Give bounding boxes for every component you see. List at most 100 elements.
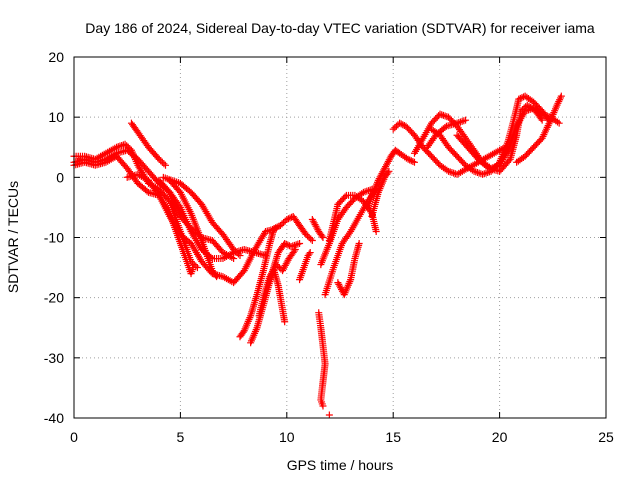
data-point	[460, 117, 468, 125]
data-point	[404, 155, 412, 163]
data-point	[458, 117, 466, 125]
y-tick-label: -40	[44, 410, 64, 426]
data-point	[124, 143, 132, 151]
data-point	[164, 187, 172, 195]
data-point	[392, 122, 400, 130]
points-layer	[70, 92, 565, 419]
y-tick-label: 0	[56, 169, 64, 185]
data-point	[365, 187, 373, 195]
series-s15	[308, 215, 327, 241]
data-point	[190, 261, 198, 269]
data-point	[307, 235, 315, 243]
data-point	[555, 119, 563, 127]
data-point	[446, 168, 454, 176]
data-point	[462, 116, 470, 124]
data-point	[158, 158, 166, 166]
series-s27	[453, 101, 546, 175]
y-axis-label: SDTVAR / TECUs	[5, 181, 21, 293]
data-point	[473, 169, 481, 177]
data-point	[345, 229, 353, 237]
data-point	[448, 169, 456, 177]
data-point	[162, 161, 170, 169]
data-point	[213, 273, 221, 281]
data-point	[406, 156, 414, 164]
data-point	[470, 167, 478, 175]
data-point	[407, 157, 415, 165]
data-point	[305, 250, 313, 258]
series-s14	[315, 309, 329, 410]
data-point	[230, 255, 238, 263]
y-tick-label: -30	[44, 350, 64, 366]
series-s11	[255, 246, 299, 320]
y-tick-label: -20	[44, 290, 64, 306]
data-point	[287, 243, 295, 251]
y-tick-label: 20	[48, 49, 64, 65]
data-point	[361, 188, 369, 196]
data-point	[372, 227, 380, 235]
data-point	[304, 232, 312, 240]
data-point	[233, 249, 241, 257]
data-point	[399, 121, 407, 129]
data-point	[119, 141, 127, 149]
series-s26	[428, 92, 553, 178]
series-s7	[159, 173, 244, 260]
series-s19	[334, 240, 363, 299]
data-point	[482, 169, 490, 177]
data-point	[480, 170, 488, 178]
data-point	[281, 318, 289, 326]
data-point	[308, 237, 316, 245]
data-point	[290, 247, 298, 255]
series-s8	[166, 176, 221, 281]
data-point	[359, 188, 367, 196]
data-point	[515, 95, 523, 103]
series-s22	[368, 167, 393, 220]
series-s6	[155, 176, 238, 263]
data-point	[538, 116, 546, 124]
data-point	[516, 94, 524, 102]
x-tick-label: 15	[385, 429, 401, 445]
data-point	[479, 170, 487, 178]
data-point	[113, 143, 121, 151]
data-point	[278, 220, 286, 228]
data-point	[302, 230, 310, 238]
data-point	[116, 142, 124, 150]
data-point	[391, 124, 399, 132]
data-point	[234, 250, 242, 258]
data-point	[189, 264, 197, 272]
data-point	[123, 142, 131, 150]
data-point	[453, 119, 461, 127]
series-s21	[364, 146, 418, 211]
data-point	[272, 224, 280, 232]
data-point	[270, 224, 278, 232]
data-point	[318, 232, 326, 240]
data-point	[121, 140, 129, 148]
data-point	[384, 169, 392, 177]
data-point	[537, 115, 545, 123]
series-s4	[127, 119, 170, 169]
x-axis-label: GPS time / hours	[287, 457, 394, 473]
data-point	[155, 155, 163, 163]
series-s28	[513, 92, 565, 166]
chart-title: Day 186 of 2024, Sidereal Day-to-day VTE…	[85, 20, 595, 36]
data-point	[282, 240, 290, 248]
data-point	[305, 234, 313, 241]
data-point	[475, 169, 483, 177]
data-point	[389, 125, 397, 133]
series-s5	[123, 170, 280, 287]
data-point	[154, 190, 162, 198]
data-point	[439, 111, 447, 119]
data-point	[397, 120, 405, 128]
data-point	[396, 119, 404, 127]
data-point	[355, 240, 363, 248]
data-point	[455, 119, 463, 127]
data-point	[273, 223, 281, 231]
data-point	[274, 262, 282, 270]
data-point	[438, 111, 446, 119]
series-s12	[270, 267, 289, 326]
y-tick-label: 10	[48, 109, 64, 125]
x-tick-label: 20	[492, 429, 508, 445]
data-point	[517, 107, 525, 115]
data-point	[325, 411, 333, 419]
data-point	[306, 249, 314, 257]
